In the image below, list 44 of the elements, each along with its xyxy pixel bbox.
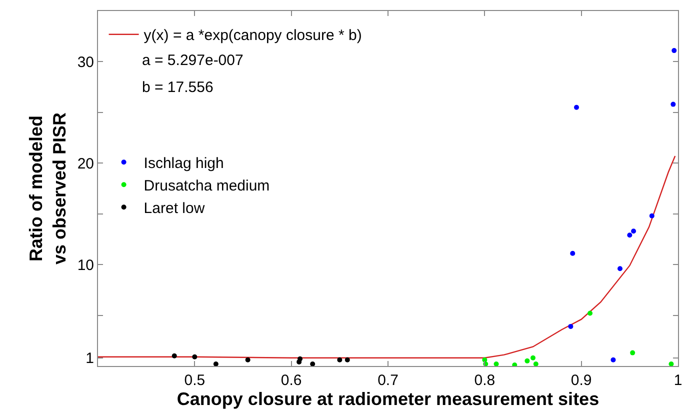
point bbox=[213, 361, 218, 366]
y-tick-label: 20 bbox=[77, 155, 94, 172]
x-axis-title: Canopy closure at radiometer measurement sites bbox=[176, 389, 600, 409]
point bbox=[494, 361, 499, 366]
point bbox=[574, 104, 579, 110]
point bbox=[668, 361, 674, 366]
point bbox=[670, 102, 676, 107]
annotation: b = 17.556 bbox=[142, 79, 214, 96]
point bbox=[530, 355, 536, 360]
point bbox=[296, 359, 302, 364]
x-tick-label: 0.7 bbox=[378, 372, 398, 389]
x-tick-label: 0.5 bbox=[184, 372, 206, 389]
point bbox=[245, 357, 250, 362]
x-tick-label: 0.8 bbox=[474, 372, 496, 389]
x-tick-label: 0.9 bbox=[570, 372, 592, 389]
point bbox=[618, 266, 622, 272]
x-tick-label: 0.6 bbox=[280, 372, 302, 389]
point bbox=[568, 324, 574, 329]
point bbox=[672, 48, 677, 54]
point bbox=[588, 310, 593, 316]
point bbox=[533, 361, 538, 366]
y-tick-label: 30 bbox=[77, 54, 94, 71]
annotation: a = 5.297e-007 bbox=[142, 52, 244, 69]
point bbox=[192, 354, 198, 360]
x-tick-label: 1 bbox=[674, 372, 682, 389]
point bbox=[512, 362, 518, 366]
point bbox=[310, 361, 316, 366]
point bbox=[627, 232, 632, 238]
legend-label: y(x) = a *exp(canopy closure * b) bbox=[144, 27, 362, 44]
legend-label: Ischlag high bbox=[144, 155, 224, 172]
point bbox=[610, 357, 616, 362]
point bbox=[649, 213, 654, 218]
y-tick-label: 1 bbox=[86, 350, 94, 368]
y-tick-label: 10 bbox=[77, 256, 94, 274]
y-axis-title: Ratio of modeled vs observed PISR bbox=[26, 112, 70, 265]
point bbox=[524, 358, 530, 364]
legend-label: Drusatcha medium bbox=[144, 178, 270, 194]
point bbox=[337, 357, 342, 362]
legend-label: Laret low bbox=[144, 200, 205, 217]
point bbox=[631, 228, 636, 234]
point bbox=[630, 350, 636, 356]
point bbox=[344, 357, 350, 362]
point bbox=[172, 353, 177, 358]
point bbox=[570, 250, 576, 256]
